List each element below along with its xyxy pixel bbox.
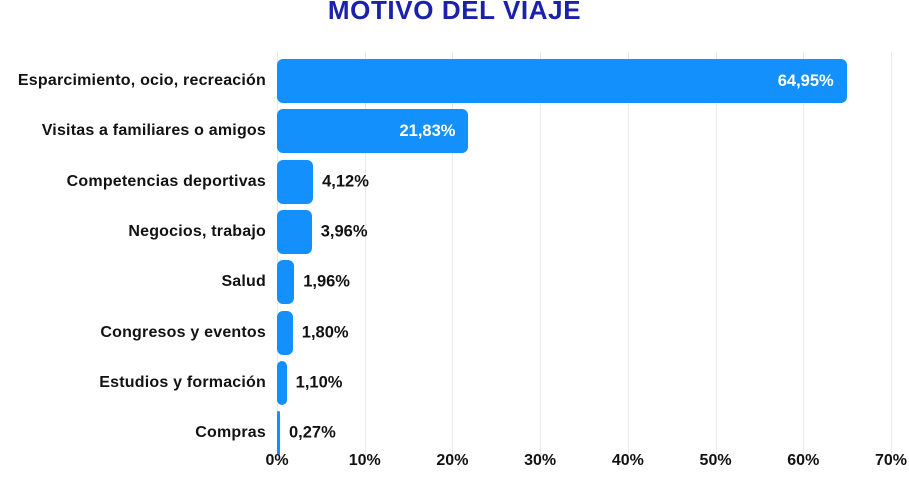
x-tick-label: 40% [611,452,644,469]
value-label: 1,96% [303,272,350,291]
value-label: 1,80% [301,323,349,341]
value-label: 4,12% [322,172,369,191]
grid-line [803,52,805,455]
bar[interactable] [277,310,293,355]
category-label: Compras [195,424,266,442]
category-label: Visitas a familiares o amigos [41,122,266,140]
category-label: Esparcimiento, ocio, recreación [17,72,266,89]
grid-line [891,52,892,455]
bar-track: 3,96% [277,207,892,257]
grid-line [627,52,629,455]
category-label: Congresos y eventos [100,323,266,341]
grid-line [540,52,542,455]
value-label: 1,10% [295,373,343,392]
x-tick-label: 30% [524,452,557,469]
grid-line [364,52,366,455]
value-label: 21,83% [399,121,456,140]
bar[interactable]: 64,95% [277,59,847,103]
bar-track: 64,95% [277,56,892,106]
bar[interactable] [277,260,295,305]
category-label: Competencias deportivas [66,172,266,190]
chart-title: MOTIVO DEL VIAJE [327,0,582,25]
value-label: 3,96% [320,222,368,241]
bar-row: Estudios y formación 1,10% [0,358,909,408]
bar-row: Competencias deportivas 4,12% [0,157,909,207]
bar-row: Salud 1,96% [0,257,909,307]
bar[interactable] [277,209,312,254]
x-tick-label: 20% [436,452,469,469]
bar-track: 1,10% [277,358,892,408]
bar[interactable] [277,360,287,405]
bar-row: Compras 0,27% [0,408,909,458]
bar[interactable]: 21,83% [277,109,469,154]
bar[interactable] [277,159,314,204]
x-tick-label: 60% [787,452,820,469]
value-label: 64,95% [777,71,834,90]
bar-row: Esparcimiento, ocio, recreación 64,95% [0,56,909,106]
bar-row: Congresos y eventos 1,80% [0,308,909,358]
bar-row: Negocios, trabajo 3,96% [0,207,909,257]
x-tick-label: 50% [699,452,732,469]
bar[interactable] [277,411,280,456]
bar-track: 21,83% [277,106,892,156]
value-label: 0,27% [289,423,336,442]
x-tick-label: 70% [874,452,908,469]
x-tick-label: 0% [265,452,289,469]
x-tick-label: 10% [348,452,381,469]
bar-track: 1,80% [277,308,892,358]
category-label: Negocios, trabajo [128,222,266,240]
grid-line [715,52,717,455]
category-label: Estudios y formación [99,373,266,391]
bar-track: 4,12% [277,157,892,207]
category-label: Salud [221,273,266,291]
grid-line [277,52,278,455]
bar-track: 1,96% [277,257,892,307]
bar-row: Visitas a familiares o amigos 21,83% [0,106,909,156]
grid-line [452,52,454,455]
bar-track: 0,27% [277,408,892,458]
